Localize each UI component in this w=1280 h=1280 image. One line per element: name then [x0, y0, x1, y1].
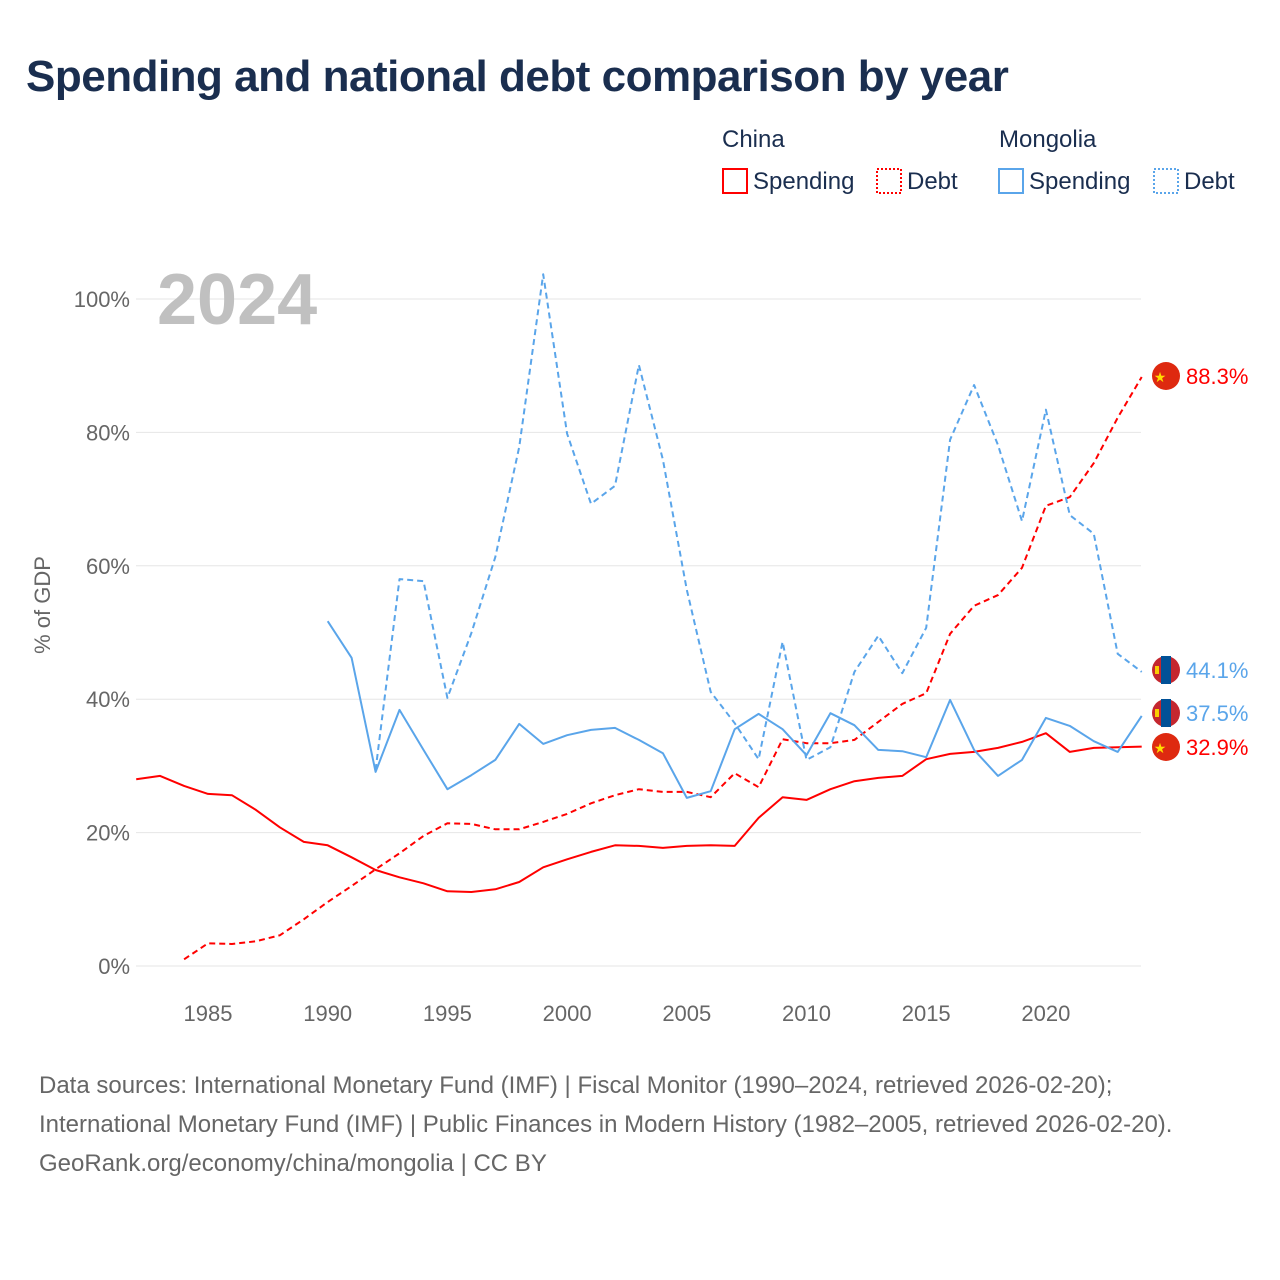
y-tick-label: 40% — [86, 687, 130, 712]
footer: Data sources: International Monetary Fun… — [39, 1066, 1239, 1183]
legend-mongolia-debt[interactable]: Debt — [1184, 168, 1235, 195]
data-sources: Data sources: International Monetary Fun… — [39, 1072, 1173, 1138]
end-labels: ★ 32.9% ★ 88.3% 37.5% 44.1% — [1152, 362, 1248, 761]
flag-soyombo-icon — [1155, 666, 1159, 674]
year-watermark: 2024 — [157, 260, 317, 340]
flag-star-icon: ★ — [1154, 369, 1167, 385]
credit-link[interactable]: GeoRank.org/economy/china/mongolia | CC … — [39, 1150, 547, 1177]
y-tick-label: 60% — [86, 554, 130, 579]
series-line-china-spending — [136, 732, 1142, 893]
legend-swatch-china-spending — [722, 168, 748, 194]
end-marker: ★ 32.9% — [1152, 733, 1248, 761]
y-tick-label: 100% — [74, 287, 130, 312]
chart-title: Spending and national debt comparison by… — [26, 52, 1009, 101]
gridlines — [136, 298, 1141, 967]
end-marker: 37.5% — [1152, 699, 1248, 727]
legend-group-china: China — [722, 126, 785, 153]
x-tick-label: 1995 — [423, 1001, 472, 1026]
y-tick-label: 0% — [98, 954, 130, 979]
y-tick-label: 80% — [86, 420, 130, 445]
flag-stripe — [1161, 699, 1171, 727]
legend-mongolia-spending[interactable]: Spending — [1029, 168, 1130, 195]
flag-star-icon: ★ — [1154, 740, 1167, 756]
china-flag-icon — [1152, 362, 1180, 390]
x-tick-label: 2015 — [902, 1001, 951, 1026]
x-tick-label: 2005 — [662, 1001, 711, 1026]
x-ticks: 1985 1990 1995 2000 2005 2010 2015 2020 — [184, 1001, 1071, 1026]
flag-soyombo-icon — [1155, 709, 1159, 717]
y-ticks: 0% 20% 40% 60% 80% 100% — [74, 287, 130, 979]
x-tick-label: 1990 — [303, 1001, 352, 1026]
x-tick-label: 1985 — [184, 1001, 233, 1026]
legend-group-mongolia: Mongolia — [999, 126, 1097, 153]
end-value-label: 88.3% — [1186, 364, 1248, 389]
end-value-label: 32.9% — [1186, 735, 1248, 760]
end-marker: ★ 88.3% — [1152, 362, 1248, 390]
end-value-label: 37.5% — [1186, 701, 1248, 726]
series-line-mongolia-debt — [374, 273, 1143, 771]
x-tick-label: 2020 — [1021, 1001, 1070, 1026]
series-lines — [136, 273, 1143, 961]
x-tick-label: 2000 — [543, 1001, 592, 1026]
china-flag-icon — [1152, 733, 1180, 761]
y-tick-label: 20% — [86, 821, 130, 846]
legend-china-debt[interactable]: Debt — [907, 168, 958, 195]
legend-china-spending[interactable]: Spending — [753, 168, 854, 195]
x-tick-label: 2010 — [782, 1001, 831, 1026]
legend-swatch-china-debt — [876, 168, 902, 194]
flag-stripe — [1161, 656, 1171, 684]
end-value-label: 44.1% — [1186, 658, 1248, 683]
legend: China Mongolia Spending Debt Spending De… — [722, 126, 1235, 195]
y-axis-label: % of GDP — [30, 556, 55, 654]
end-marker: 44.1% — [1152, 656, 1248, 684]
series-line-mongolia-spending — [326, 620, 1143, 799]
legend-swatch-mongolia-debt — [1153, 168, 1179, 194]
legend-swatch-mongolia-spending — [998, 168, 1024, 194]
